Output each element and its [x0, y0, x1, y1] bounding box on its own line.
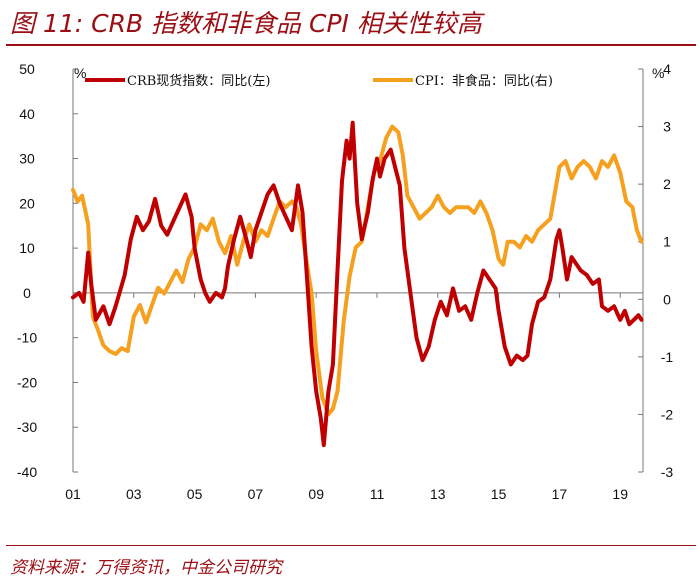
left-tick-label: 20 — [19, 195, 35, 211]
left-tick-label: -40 — [17, 464, 37, 480]
x-tick-label: 05 — [187, 486, 203, 502]
x-tick-label: 03 — [126, 486, 142, 502]
right-unit-label: % — [652, 65, 664, 81]
source-note: 资料来源：万得资讯，中金公司研究 — [10, 558, 282, 578]
right-tick-label: 0 — [663, 291, 671, 307]
left-tick-label: 40 — [19, 106, 35, 122]
right-tick-label: 4 — [663, 61, 671, 77]
x-tick-label: 13 — [430, 486, 446, 502]
right-tick-label: -1 — [661, 349, 674, 365]
x-tick-label: 09 — [308, 486, 324, 502]
source-rule — [6, 545, 696, 546]
left-tick-label: 50 — [19, 61, 35, 77]
left-tick-label: 10 — [19, 240, 35, 256]
left-unit-label: % — [74, 65, 86, 81]
left-tick-label: -10 — [17, 330, 37, 346]
right-tick-label: -3 — [661, 464, 674, 480]
left-tick-label: 30 — [19, 151, 35, 167]
left-tick-label: -30 — [17, 419, 37, 435]
left-tick-label: 0 — [23, 285, 31, 301]
legend-cpi-label: CPI：非食品：同比(右) — [415, 73, 553, 89]
cpi-series-line — [71, 124, 644, 417]
right-tick-label: 3 — [663, 119, 671, 135]
figure-title: 图 11: CRB 指数和非食品 CPI 相关性较高 — [10, 9, 482, 38]
x-tick-label: 11 — [370, 486, 385, 502]
x-tick-label: 01 — [65, 486, 81, 502]
right-tick-label: 2 — [663, 176, 671, 192]
x-tick-label: 17 — [552, 486, 568, 502]
crb-series-line — [71, 120, 644, 448]
right-tick-label: 1 — [663, 234, 671, 250]
legend-crb-label: CRB现货指数：同比(左) — [127, 73, 270, 89]
title-rule — [6, 44, 696, 46]
chart-legend: CRB现货指数：同比(左) CPI：非食品：同比(右) — [85, 73, 553, 89]
x-tick-label: 19 — [612, 486, 628, 502]
x-tick-label: 07 — [248, 486, 264, 502]
right-tick-label: -2 — [661, 406, 674, 422]
x-tick-label: 15 — [491, 486, 507, 502]
left-tick-label: -20 — [17, 374, 37, 390]
plot-area — [71, 120, 644, 448]
